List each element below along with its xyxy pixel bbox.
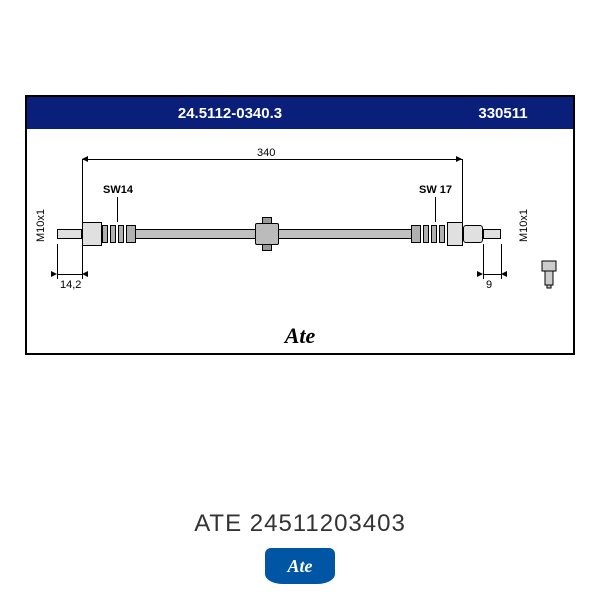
crimp-rib <box>431 225 437 243</box>
ate-logo-shape: Ate <box>265 548 335 584</box>
crimp-rib <box>423 225 429 243</box>
leader-line <box>117 197 118 222</box>
left-hex-nut <box>82 222 102 246</box>
technical-diagram: 24.5112-0340.3 330511 340 M10x1 M10x1 SW… <box>25 95 575 355</box>
left-wrench-label: SW14 <box>103 184 133 196</box>
arrow-icon <box>51 271 57 277</box>
drawing-area: 340 M10x1 M10x1 SW14 SW 17 <box>27 129 573 353</box>
leader-line <box>435 197 436 222</box>
dim-ext-line <box>82 159 83 229</box>
right-eye <box>463 225 483 243</box>
left-thread-label: M10x1 <box>35 209 47 242</box>
right-fit-length-value: 9 <box>486 279 492 291</box>
code-label: 330511 <box>433 105 573 122</box>
dim-line-right-fit <box>483 274 501 275</box>
crimp-rib <box>102 225 108 243</box>
crimp-rib <box>118 225 124 243</box>
crimp-rib <box>110 225 116 243</box>
right-wrench-label: SW 17 <box>419 184 452 196</box>
ate-logo-text: Ate <box>288 556 313 577</box>
arrow-icon <box>477 271 483 277</box>
footer-brand-name: ATE <box>194 510 242 537</box>
footer-part-number: 24511203403 <box>250 510 406 537</box>
overall-length-value: 340 <box>257 147 275 159</box>
dim-line-left-fit <box>57 274 82 275</box>
left-thread-tip <box>57 229 82 239</box>
crimp-end <box>126 225 136 243</box>
ate-logo-footer: Ate <box>265 548 335 584</box>
crimp-rib <box>439 225 445 243</box>
left-fit-length-value: 14,2 <box>60 279 81 291</box>
right-thread-tip <box>483 229 501 239</box>
ate-logo-diagram: Ate <box>285 323 316 349</box>
footer-brand-line: ATE 24511203403 <box>0 510 600 538</box>
right-thread-label: M10x1 <box>518 209 530 242</box>
arrow-icon <box>82 271 88 277</box>
diagram-header: 24.5112-0340.3 330511 <box>27 97 573 129</box>
center-grommet <box>255 223 279 245</box>
arrow-icon <box>501 271 507 277</box>
connector-section-icon <box>539 259 559 289</box>
dim-ext-line <box>462 159 463 229</box>
right-hex <box>447 222 463 246</box>
part-number-label: 24.5112-0340.3 <box>27 105 433 122</box>
dim-line-overall <box>82 159 462 160</box>
crimp-end <box>411 225 421 243</box>
